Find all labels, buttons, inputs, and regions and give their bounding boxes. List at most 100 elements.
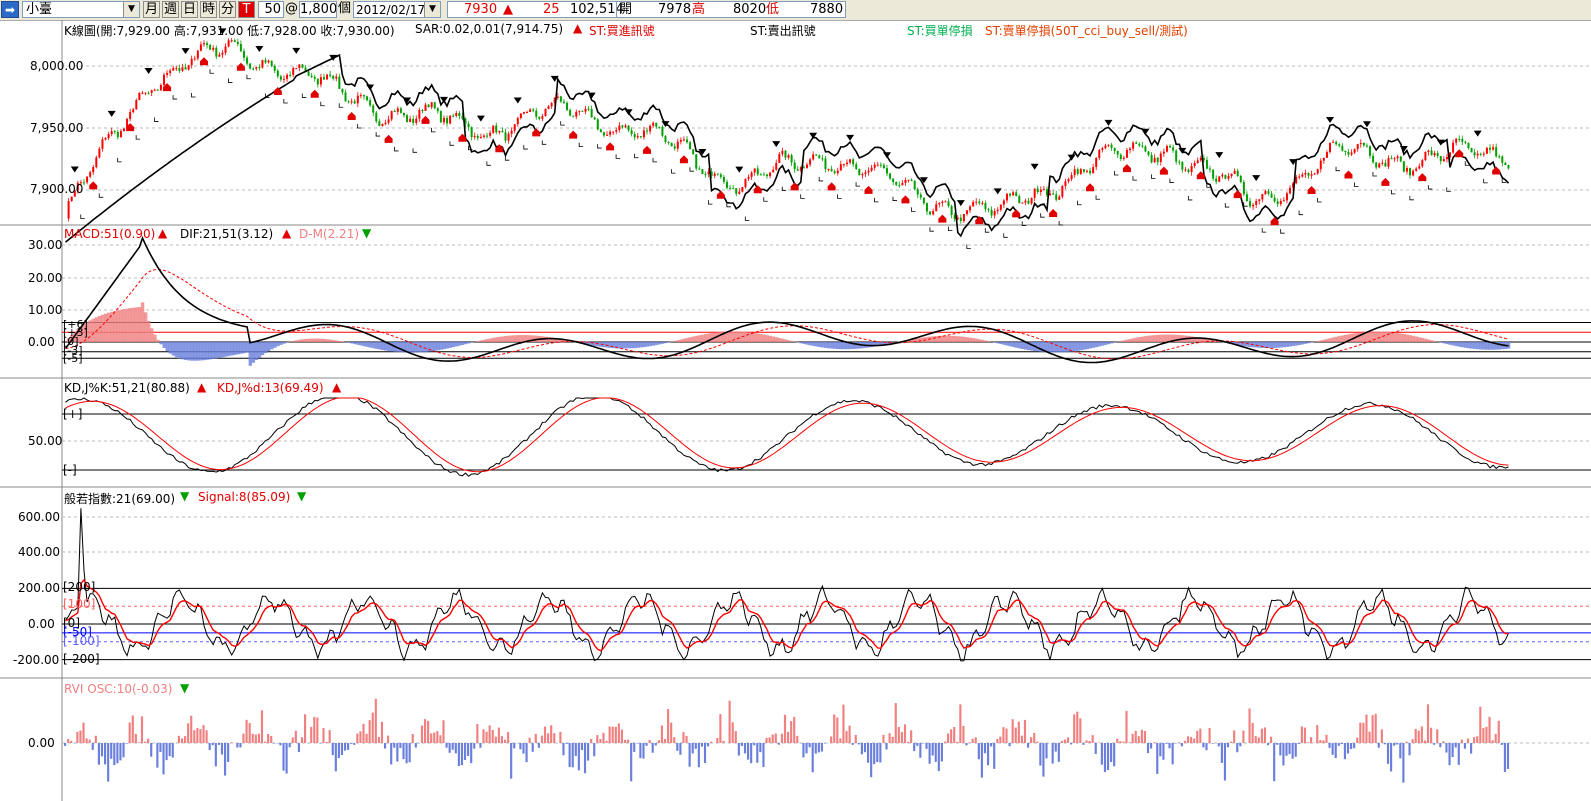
tick-button[interactable]: T — [238, 1, 255, 18]
macd-histogram-bar — [805, 342, 809, 345]
macd-histogram-bar — [679, 339, 683, 342]
macd-histogram-bar — [417, 342, 422, 353]
macd-histogram-bar — [636, 342, 640, 348]
macd-histogram-bar — [220, 342, 225, 358]
macd-histogram-bar — [728, 331, 732, 342]
sell-signal-arrow — [661, 121, 670, 128]
candle-body — [689, 142, 692, 150]
rvi-bar — [1393, 743, 1396, 746]
macd-histogram-bar — [485, 339, 489, 342]
rvi-bar — [316, 717, 319, 743]
rvi-bar — [1183, 740, 1187, 743]
candle-body — [384, 122, 387, 125]
rvi-bar — [531, 743, 534, 752]
candle-body — [1387, 158, 1390, 167]
rvi-bar — [1445, 743, 1448, 753]
chevron-down-icon[interactable]: ▼ — [424, 2, 440, 17]
rvi-bar — [888, 733, 891, 743]
candle-body — [556, 96, 559, 98]
rvi-bar — [1417, 730, 1420, 743]
candle-body — [1347, 152, 1350, 155]
candle-body — [541, 116, 544, 119]
stop-marker — [80, 214, 85, 219]
date-value: 2012/02/17 — [356, 3, 426, 17]
macd-histogram-bar — [1390, 332, 1394, 342]
macd-histogram-bar — [405, 342, 409, 353]
candle-body — [301, 64, 304, 68]
macd-histogram-bar — [1199, 337, 1203, 342]
rvi-bar — [1171, 743, 1174, 765]
rvi-bar — [82, 722, 85, 743]
rvi-bar — [257, 733, 260, 743]
stop-marker — [763, 197, 768, 202]
rvi-bar — [1100, 743, 1103, 765]
period-week-button[interactable]: 週 — [162, 1, 179, 18]
rvi-bar — [1377, 743, 1380, 748]
date-select[interactable]: 2012/02/17 ▼ — [353, 1, 441, 18]
rvi-bar — [962, 725, 965, 743]
macd-histogram-bar — [1479, 342, 1483, 350]
candle-body — [372, 105, 375, 113]
candle-body — [818, 155, 821, 159]
rvi-bar — [694, 743, 697, 749]
candle-body — [1129, 148, 1132, 150]
candle-body — [390, 111, 393, 120]
rvi-bar — [1297, 743, 1300, 744]
macd-histogram-bar — [1233, 342, 1237, 345]
candle-body — [929, 211, 932, 215]
rvi-bar — [703, 743, 707, 764]
rvi-bar — [1451, 743, 1454, 758]
macd-histogram-bar — [85, 322, 89, 342]
macd-histogram-bar — [1368, 331, 1372, 342]
macd-histogram-bar — [1162, 334, 1166, 342]
candle-body — [1085, 170, 1088, 172]
macd-histogram-bar — [230, 342, 234, 356]
macd-histogram-bar — [177, 342, 182, 359]
rvi-bar — [156, 743, 159, 768]
macd-histogram-bar — [1131, 338, 1135, 342]
rvi-bar — [707, 743, 710, 747]
candle-body — [95, 157, 98, 168]
stop-marker — [1483, 178, 1488, 184]
candle-body — [1285, 193, 1288, 201]
rvi-bar — [88, 739, 91, 743]
rvi-bar — [519, 743, 522, 750]
candle-body — [1042, 189, 1045, 191]
navigation-arrow-icon[interactable]: ➡ — [1, 1, 19, 18]
candle-body — [458, 113, 461, 116]
rvi-bar — [667, 709, 670, 743]
macd-histogram-bar — [820, 342, 825, 348]
macd-histogram-bar — [1482, 342, 1486, 350]
macd-histogram-bar — [1030, 342, 1034, 351]
macd-histogram-bar — [620, 342, 625, 349]
rvi-bar — [1205, 743, 1208, 751]
sell-signal-arrow — [993, 188, 1002, 195]
rvi-bar — [1162, 743, 1165, 760]
candle-body — [1252, 204, 1255, 207]
symbol-select[interactable]: 小臺 ▼ — [22, 1, 140, 18]
count-input[interactable]: 1,800 — [299, 1, 337, 18]
period-day-button[interactable]: 日 — [181, 1, 198, 18]
candle-body — [1482, 153, 1485, 155]
rvi-bar — [199, 729, 202, 743]
interval-input[interactable]: 50 — [258, 1, 284, 18]
rvi-ytick: 0.00 — [28, 736, 55, 750]
macd-histogram-bar — [1082, 342, 1086, 350]
period-minute-button[interactable]: 分 — [219, 1, 236, 18]
sell-signal-arrow — [218, 28, 227, 35]
macd-histogram-bar — [774, 337, 779, 342]
period-hour-button[interactable]: 時 — [200, 1, 217, 18]
sell-signal-arrow — [1436, 139, 1445, 146]
macd-signal-line — [65, 268, 1509, 360]
rvi-bar — [913, 743, 916, 752]
period-month-button[interactable]: 月 — [143, 1, 160, 18]
rvi-bar — [897, 726, 900, 743]
stop-marker — [855, 182, 861, 187]
macd-histogram-bar — [1473, 342, 1477, 349]
candle-body — [1329, 142, 1332, 153]
rvi-bar — [1254, 736, 1257, 743]
chevron-down-icon[interactable]: ▼ — [123, 2, 139, 17]
macd-histogram-bar — [1414, 336, 1419, 342]
macd-histogram-bar — [1242, 342, 1246, 347]
candle-body — [218, 54, 221, 57]
